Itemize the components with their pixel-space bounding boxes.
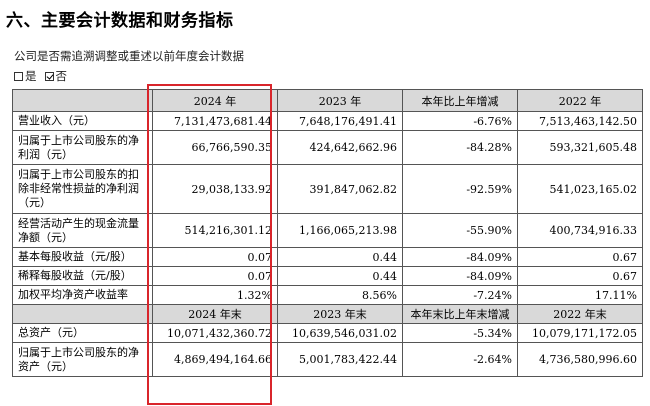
value-cell: -6.76% [402,111,518,131]
table-row: 加权平均净资产收益率 1.32% 8.56% -7.24% 17.11% [12,285,643,305]
header-cell: 2023 年末 [277,304,403,324]
table-row: 归属于上市公司股东的净利润（元） 66,766,590.35 424,642,6… [12,130,643,165]
value-cell: 7,513,463,142.50 [517,111,643,131]
row-label: 总资产（元） [12,323,153,343]
row-label: 经营活动产生的现金流量净额（元） [12,213,153,248]
value-cell: -5.34% [402,323,518,343]
value-cell: 541,023,165.02 [517,164,643,214]
value-cell: 1.32% [152,285,278,305]
header-cell: 本年比上年增减 [402,89,518,112]
value-cell: -55.90% [402,213,518,248]
value-cell: 8.56% [277,285,403,305]
header-cell: 2024 年末 [152,304,278,324]
header-row-year-end: 2024 年末 2023 年末 本年末比上年末增减 2022 年末 [12,304,643,324]
value-cell: -84.09% [402,247,518,267]
value-cell: 7,648,176,491.41 [277,111,403,131]
value-cell: -7.24% [402,285,518,305]
header-cell [12,89,153,112]
value-cell: -92.59% [402,164,518,214]
value-cell: 424,642,662.96 [277,130,403,165]
row-label: 稀释每股收益（元/股） [12,266,153,286]
table-row: 归属于上市公司股东的净资产（元） 4,869,494,164.66 5,001,… [12,342,643,377]
value-cell: 0.07 [152,247,278,267]
value-cell: 0.44 [277,247,403,267]
header-row-years: 2024 年 2023 年 本年比上年增减 2022 年 [12,89,643,112]
header-cell: 2022 年 [517,89,643,112]
choice-yes-label: 是 [25,69,37,83]
row-label: 加权平均净资产收益率 [12,285,153,305]
table-row: 基本每股收益（元/股） 0.07 0.44 -84.09% 0.67 [12,247,643,267]
value-cell: 400,734,916.33 [517,213,643,248]
value-cell: 17.11% [517,285,643,305]
value-cell: 0.67 [517,247,643,267]
value-cell: 0.07 [152,266,278,286]
value-cell: 391,847,062.82 [277,164,403,214]
table-row: 经营活动产生的现金流量净额（元） 514,216,301.12 1,166,06… [12,213,643,248]
header-cell: 2022 年末 [517,304,643,324]
value-cell: 4,869,494,164.66 [152,342,278,377]
value-cell: 514,216,301.12 [152,213,278,248]
value-cell: 10,639,546,031.02 [277,323,403,343]
value-cell: 66,766,590.35 [152,130,278,165]
value-cell: 1,166,065,213.98 [277,213,403,248]
table-row: 归属于上市公司股东的扣除非经常性损益的净利润（元） 29,038,133.92 … [12,164,643,214]
value-cell: 10,071,432,360.72 [152,323,278,343]
table-row: 稀释每股收益（元/股） 0.07 0.44 -84.09% 0.67 [12,266,643,286]
choice-no-label: 否 [55,69,68,83]
value-cell: 593,321,605.48 [517,130,643,165]
value-cell: 0.44 [277,266,403,286]
header-cell: 2023 年 [277,89,403,112]
row-label: 归属于上市公司股东的净利润（元） [12,130,153,165]
value-cell: -2.64% [402,342,518,377]
financial-indicators-table: 2024 年 2023 年 本年比上年增减 2022 年 营业收入（元） 7,1… [12,89,643,377]
value-cell: -84.28% [402,130,518,165]
header-cell [12,304,153,324]
value-cell: -84.09% [402,266,518,286]
checked-box-icon [44,71,54,81]
row-label: 归属于上市公司股东的净资产（元） [12,342,153,377]
value-cell: 4,736,580,996.60 [517,342,643,377]
table-row: 营业收入（元） 7,131,473,681.44 7,648,176,491.4… [12,111,643,131]
table-row: 总资产（元） 10,071,432,360.72 10,639,546,031.… [12,323,643,343]
row-label: 营业收入（元） [12,111,153,131]
value-cell: 7,131,473,681.44 [152,111,278,131]
value-cell: 10,079,171,172.05 [517,323,643,343]
value-cell: 5,001,783,422.44 [277,342,403,377]
row-label: 基本每股收益（元/股） [12,247,153,267]
row-label: 归属于上市公司股东的扣除非经常性损益的净利润（元） [12,164,153,214]
unchecked-box-icon [14,71,23,81]
section-title: 六、主要会计数据和财务指标 [6,11,234,31]
value-cell: 29,038,133.92 [152,164,278,214]
header-cell: 本年末比上年末增减 [402,304,518,324]
retroactive-adjustment-choice: 是 否 [14,68,67,84]
value-cell: 0.67 [517,266,643,286]
retroactive-adjustment-question: 公司是否需追溯调整或重述以前年度会计数据 [14,49,244,63]
header-cell: 2024 年 [152,89,278,112]
